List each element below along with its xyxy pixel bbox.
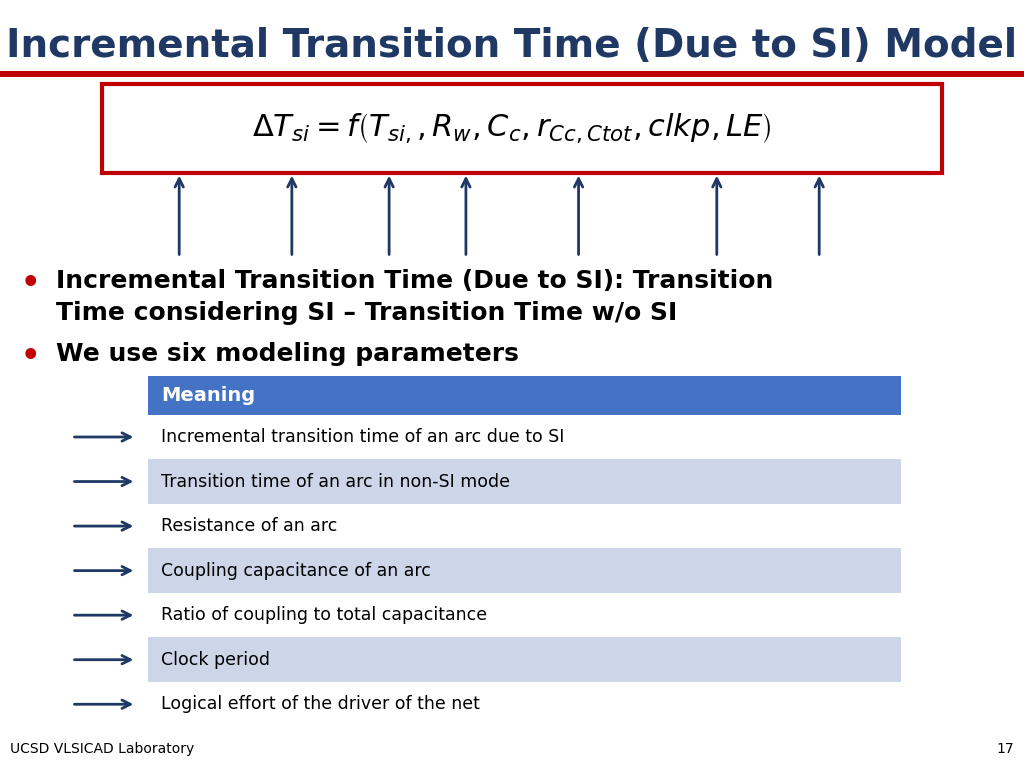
- Text: Ratio of coupling to total capacitance: Ratio of coupling to total capacitance: [161, 606, 486, 624]
- Text: We use six modeling parameters: We use six modeling parameters: [56, 342, 519, 366]
- Text: Resistance of an arc: Resistance of an arc: [161, 517, 337, 535]
- Text: Clock period: Clock period: [161, 650, 269, 669]
- Text: $\Delta T_{si} = f\left(T_{si,},R_w,C_c,r_{Cc,Ctot},clkp,LE\right)$: $\Delta T_{si} = f\left(T_{si,},R_w,C_c,…: [252, 111, 772, 147]
- Text: Time considering SI – Transition Time w/o SI: Time considering SI – Transition Time w/…: [56, 301, 678, 325]
- Text: UCSD VLSICAD Laboratory: UCSD VLSICAD Laboratory: [10, 743, 195, 756]
- Bar: [102, 84, 942, 173]
- Text: Meaning: Meaning: [161, 386, 255, 405]
- Text: Transition time of an arc in non-SI mode: Transition time of an arc in non-SI mode: [161, 472, 510, 491]
- Bar: [148, 376, 901, 415]
- Bar: [148, 593, 901, 637]
- Text: Incremental Transition Time (Due to SI): Transition: Incremental Transition Time (Due to SI):…: [56, 269, 774, 293]
- Text: Coupling capacitance of an arc: Coupling capacitance of an arc: [161, 561, 431, 580]
- Bar: [148, 682, 901, 727]
- Bar: [148, 504, 901, 548]
- Text: Incremental transition time of an arc due to SI: Incremental transition time of an arc du…: [161, 428, 564, 446]
- Text: 17: 17: [996, 743, 1014, 756]
- Bar: [148, 637, 901, 682]
- Text: •: •: [20, 342, 40, 371]
- Text: Incremental Transition Time (Due to SI) Model: Incremental Transition Time (Due to SI) …: [6, 27, 1018, 65]
- Text: •: •: [20, 269, 40, 298]
- Text: Logical effort of the driver of the net: Logical effort of the driver of the net: [161, 695, 479, 713]
- Bar: [148, 548, 901, 593]
- Bar: [148, 459, 901, 504]
- Bar: [148, 415, 901, 459]
- Bar: [0, 71, 1024, 77]
